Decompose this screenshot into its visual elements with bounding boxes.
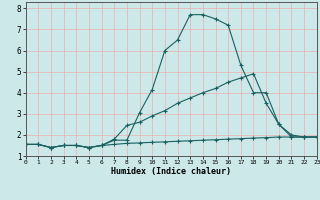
X-axis label: Humidex (Indice chaleur): Humidex (Indice chaleur) (111, 167, 231, 176)
